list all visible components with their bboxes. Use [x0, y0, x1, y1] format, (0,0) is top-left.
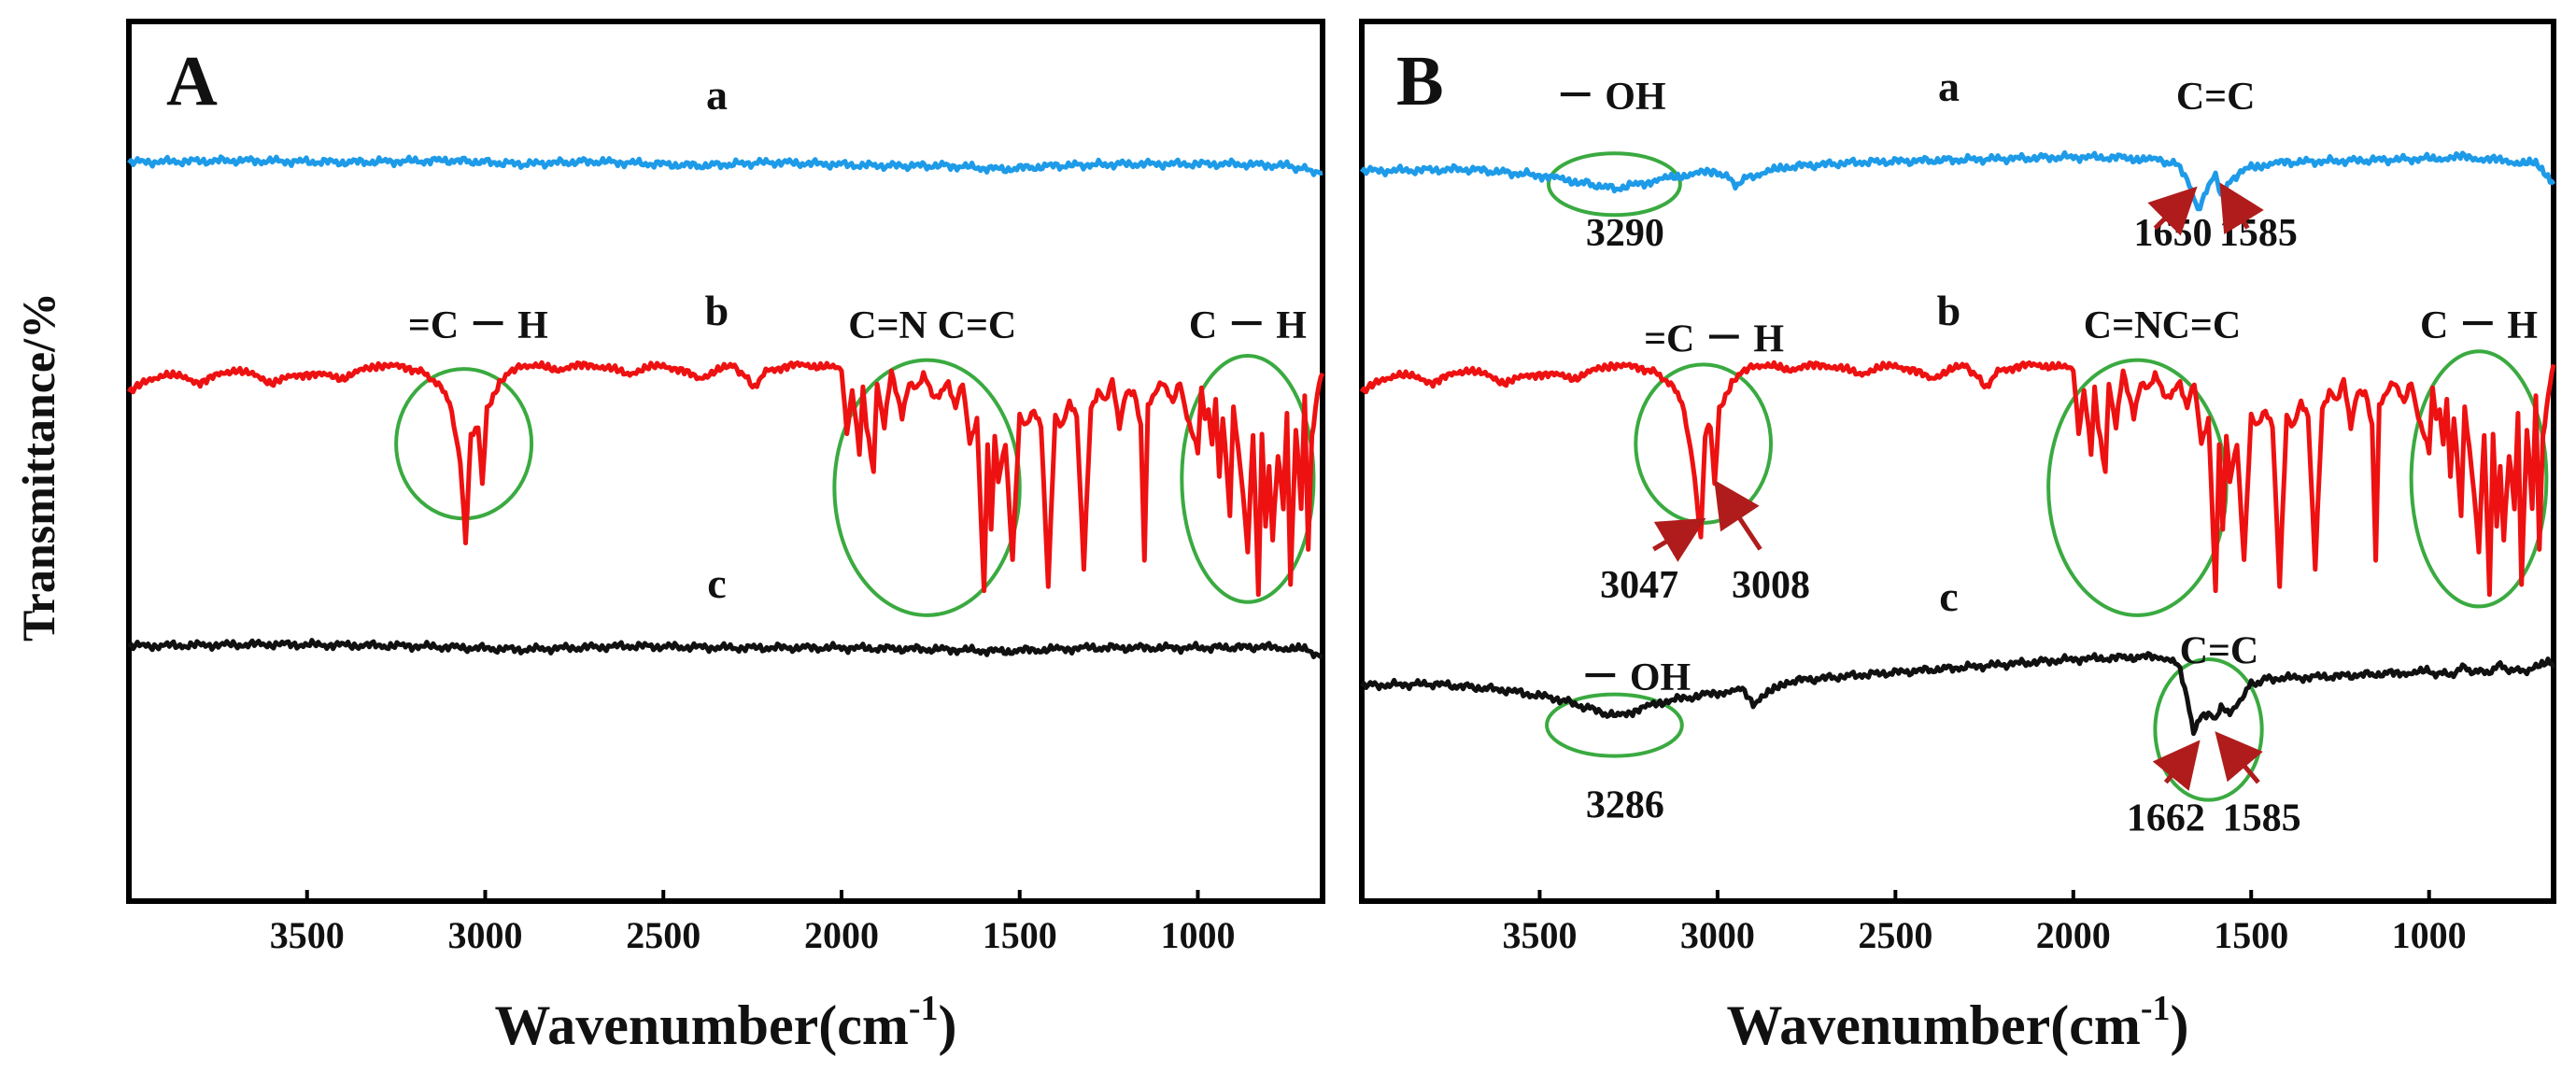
- panel-b-x-tick-label: 3000: [1680, 914, 1755, 956]
- panel-a-curve-label-c: c: [707, 559, 726, 607]
- panel-b-annotation: C=N: [2084, 304, 2163, 347]
- panel-a-curve-b: [126, 360, 1325, 598]
- panel-b-arrow: [2152, 740, 2201, 791]
- panel-b-annotation: 3290: [1586, 212, 1664, 255]
- panel-a-label: A: [166, 42, 218, 120]
- panel-b-curve-a: [1359, 149, 2556, 212]
- panel-b-highlight-ellipse: [2409, 349, 2549, 609]
- panel-a-x-tick-label: 3000: [447, 914, 522, 956]
- panel-a-annotation: =C － H: [408, 304, 548, 347]
- panel-a-x-tick-label: 3500: [270, 914, 345, 956]
- panel-b-annotation: C=C: [2180, 630, 2259, 673]
- panel-a-x-axis-label: Wavenumber(cm-1): [495, 989, 957, 1056]
- panel-b-annotation: =C － H: [1644, 317, 1784, 360]
- panel-b-curve-b: [1359, 360, 2556, 598]
- panel-a-curve-label-b: b: [705, 287, 729, 334]
- panel-b-arrow: [1714, 479, 1762, 551]
- panel-b-x-axis-label: Wavenumber(cm-1): [1727, 989, 2189, 1056]
- panel-b-annotation: 1662: [2127, 797, 2205, 840]
- panel-b-frame: [1359, 19, 2556, 904]
- panel-b-x-tick-label: 2000: [2036, 914, 2111, 956]
- panel-a-frame: [126, 19, 1325, 904]
- panel-b-arrow: [2219, 182, 2264, 235]
- panel-b-curve-label-c: c: [1939, 572, 1958, 620]
- panel-b-label: B: [1396, 42, 1444, 120]
- panel-b-annotation: － OH: [1580, 656, 1691, 699]
- panel-a-annotation: C=C: [938, 304, 1017, 347]
- panel-b: B 3500 3000 2500 2000 1500 1000 a b c － OH 3290 C=…: [1359, 19, 2556, 1056]
- panel-a-x-tick-label: 2000: [804, 914, 879, 956]
- panel-b-annotation: 1585: [2223, 797, 2301, 840]
- panel-b-annotation: 1585: [2219, 212, 2298, 255]
- panel-b-x-tick-label: 3500: [1502, 914, 1577, 956]
- panel-a-highlight-ellipse: [1180, 353, 1316, 604]
- panel-b-x-tick-label: 1000: [2392, 914, 2467, 956]
- panel-b-annotation: 3047: [1600, 564, 1678, 607]
- panel-a-x-tick-label: 1500: [983, 914, 1057, 956]
- panel-b-arrow: [2147, 186, 2198, 236]
- panel-b-annotation: C=C: [2176, 76, 2256, 119]
- panel-b-arrow: [2215, 731, 2263, 784]
- panel-b-highlight-ellipse: [1545, 692, 1684, 758]
- panel-b-arrow: [1652, 517, 1706, 562]
- panel-a: A 3500 3000 2500 2000 1500 1000 a b c =C － H C=N C…: [126, 19, 1325, 1056]
- panel-b-annotation: C=C: [2162, 304, 2242, 347]
- panel-b-annotation: 1650: [2133, 212, 2212, 255]
- panel-a-annotation: C － H: [1189, 304, 1307, 347]
- panel-b-curve-label-a: a: [1938, 63, 1960, 110]
- panel-b-curve-c: [1359, 651, 2556, 737]
- panel-a-x-tick-label: 1000: [1160, 914, 1235, 956]
- panel-b-curve-label-b: b: [1937, 287, 1961, 334]
- panel-b-annotation: － OH: [1556, 76, 1666, 119]
- panel-b-x-tick-label: 1500: [2214, 914, 2288, 956]
- panel-a-curve-label-a: a: [706, 71, 728, 119]
- panel-a-curve-c: [127, 638, 1323, 659]
- y-axis-label: Transmittance/%: [12, 292, 64, 642]
- panel-a-highlight-ellipse: [832, 358, 1022, 617]
- panel-b-annotation: C － H: [2420, 304, 2538, 347]
- panel-b-highlight-ellipse: [1546, 151, 1682, 218]
- panel-a-x-tick-label: 2500: [626, 914, 701, 956]
- panel-b-annotation: 3286: [1586, 784, 1664, 827]
- panel-b-highlight-ellipse: [2153, 656, 2264, 802]
- panel-a-annotation: C=N: [848, 304, 927, 347]
- panel-a-curve-a: [127, 154, 1323, 177]
- panel-b-x-tick-label: 2500: [1858, 914, 1932, 956]
- panel-b-annotation: 3008: [1732, 564, 1810, 607]
